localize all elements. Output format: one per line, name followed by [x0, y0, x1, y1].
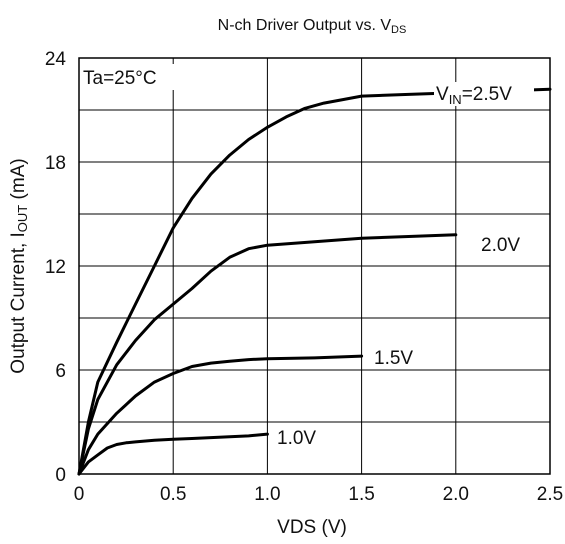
x-tick-label: 0.5 — [160, 484, 186, 505]
series-label-2-0v: 2.0V — [481, 235, 520, 256]
series-line-1 — [77, 87, 552, 476]
x-tick-label: 1.0 — [254, 484, 280, 505]
series-line-4 — [77, 432, 269, 476]
y-tick-labels: 0 6 12 18 24 — [45, 49, 67, 486]
series-lines — [77, 87, 552, 476]
y-tick-label: 6 — [55, 361, 66, 382]
series-label-bg-vin-2-5v — [434, 82, 534, 106]
x-tick-label: 0 — [74, 484, 85, 505]
series-line-2 — [77, 233, 458, 476]
y-axis-label: Output Current, IOUT (mA) — [8, 158, 30, 373]
y-tick-label: 0 — [55, 465, 66, 486]
x-tick-label: 2.5 — [537, 484, 563, 505]
y-tick-label: 18 — [45, 153, 66, 174]
series-line-3 — [77, 354, 364, 476]
y-tick-label: 24 — [45, 49, 67, 70]
x-tick-label: 2.0 — [443, 484, 469, 505]
x-tick-labels: 0 0.5 1.0 1.5 2.0 2.5 — [74, 484, 564, 505]
grid — [79, 58, 550, 474]
plot-frame — [78, 57, 551, 475]
series-label-bg-1-0v — [272, 425, 330, 449]
y-tick-label: 12 — [45, 257, 66, 278]
chart-title: N-ch Driver Output vs. VDS — [218, 17, 407, 36]
x-axis-label: VDS (V) — [277, 517, 347, 538]
series-label-1-0v: 1.0V — [277, 428, 316, 449]
condition-label-bg — [82, 64, 178, 90]
series-label-vin-2-5v: VIN=2.5V — [436, 84, 512, 107]
condition-label: Ta=25°C — [83, 68, 157, 89]
series-label-1-5v: 1.5V — [374, 348, 413, 369]
x-tick-label: 1.5 — [348, 484, 374, 505]
